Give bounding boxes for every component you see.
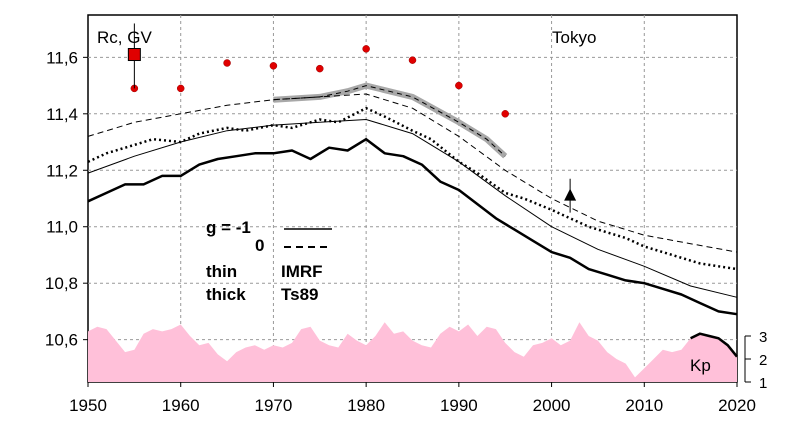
red-point — [176, 84, 185, 93]
y-tick-label: 11,6 — [46, 48, 78, 67]
square-marker — [127, 48, 141, 62]
plot-frame — [87, 14, 738, 383]
x-tick-label: 1960 — [162, 396, 200, 415]
kp-label: Kp — [690, 356, 711, 375]
red-point — [501, 110, 509, 118]
series-thin-dashed — [87, 93, 738, 253]
station-label: Tokyo — [552, 28, 596, 47]
red-point — [362, 45, 370, 53]
y-tick-label: 11,0 — [46, 218, 78, 237]
series-layer — [87, 82, 738, 316]
kp-tick-label: 2 — [759, 352, 767, 369]
red-point — [408, 56, 417, 64]
kp-tick-label: 1 — [759, 375, 767, 392]
y-tick-label: 10,8 — [45, 274, 78, 293]
red-point — [223, 59, 231, 67]
red-point — [455, 81, 463, 90]
red-point — [316, 64, 324, 73]
x-tick-label: 1980 — [347, 396, 385, 415]
x-tick-label: 2010 — [625, 396, 663, 415]
legend-imrf-label: IMRF — [281, 262, 323, 281]
triangle-marker — [564, 188, 577, 201]
red-point — [269, 62, 278, 70]
series-thin-solid — [87, 119, 738, 298]
legend-zero-label: 0 — [255, 236, 264, 255]
y-tick-label: 11,2 — [46, 161, 78, 180]
y-axis-label: Rc, GV — [97, 28, 152, 47]
kp-area — [88, 322, 738, 382]
kp-fill — [88, 322, 737, 382]
grid — [88, 15, 737, 382]
x-tick-label: 1970 — [255, 396, 293, 415]
series-thick-solid — [87, 137, 738, 316]
kp-tick-label: 3 — [759, 329, 767, 346]
x-tick-label: 1990 — [440, 396, 478, 415]
series-gray-band-centre — [273, 85, 506, 157]
legend-ts89-label: Ts89 — [281, 285, 319, 304]
markers — [127, 23, 577, 213]
x-tick-label: 2020 — [718, 396, 756, 415]
x-tick-label: 1950 — [69, 396, 107, 415]
kp-recent-outline — [690, 332, 738, 358]
x-tick-label: 2000 — [533, 396, 571, 415]
legend: g = -1 0 thin IMRF thick Ts89 — [206, 218, 332, 304]
axes: 1950 1960 1970 1980 1990 2000 2010 2020 10,6 10,8… — [45, 48, 767, 415]
legend-thick-label: thick — [206, 285, 246, 304]
legend-thin-label: thin — [206, 262, 237, 281]
y-tick-label: 11,4 — [46, 105, 78, 124]
y-tick-label: 10,6 — [45, 331, 78, 350]
legend-g-label: g = -1 — [206, 218, 251, 237]
